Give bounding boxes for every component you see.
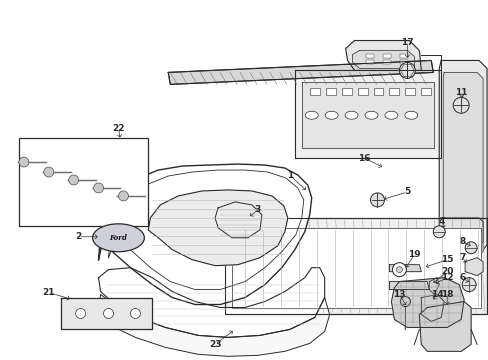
Text: 20: 20 (440, 267, 452, 276)
Bar (357, 88, 367, 95)
Bar (400, 60, 407, 64)
Bar (400, 54, 407, 58)
Bar (388, 88, 399, 95)
Ellipse shape (364, 111, 377, 119)
Bar (341, 88, 351, 95)
Polygon shape (232, 228, 480, 307)
Text: 7: 7 (458, 253, 465, 262)
Polygon shape (428, 278, 438, 294)
Bar (19, 138, 148, 226)
Text: 23: 23 (208, 340, 221, 349)
Polygon shape (301, 82, 433, 148)
Polygon shape (99, 294, 329, 356)
Bar (383, 60, 390, 64)
Polygon shape (294, 71, 440, 158)
Polygon shape (99, 164, 311, 305)
Text: 19: 19 (407, 250, 420, 259)
Ellipse shape (92, 224, 144, 252)
Circle shape (44, 167, 54, 177)
Polygon shape (352, 50, 413, 68)
Ellipse shape (404, 111, 417, 119)
Circle shape (19, 157, 29, 167)
Polygon shape (388, 282, 428, 289)
Polygon shape (148, 190, 287, 266)
Circle shape (392, 263, 406, 276)
Ellipse shape (325, 111, 337, 119)
Polygon shape (438, 218, 482, 258)
Bar (365, 60, 373, 64)
Polygon shape (61, 298, 152, 329)
Polygon shape (388, 265, 421, 272)
Polygon shape (224, 218, 486, 315)
Text: 17: 17 (400, 38, 413, 47)
Bar (309, 88, 319, 95)
Bar (373, 88, 383, 95)
Circle shape (370, 193, 384, 207)
Text: 1: 1 (286, 171, 292, 180)
Text: 14: 14 (430, 290, 443, 299)
Circle shape (76, 309, 85, 319)
Polygon shape (419, 302, 470, 351)
Text: 15: 15 (440, 255, 452, 264)
Circle shape (464, 242, 476, 254)
Text: 5: 5 (404, 188, 409, 197)
Polygon shape (464, 258, 482, 276)
Circle shape (68, 175, 79, 185)
Polygon shape (442, 72, 482, 250)
Polygon shape (421, 294, 443, 321)
Text: 8: 8 (458, 237, 464, 246)
Circle shape (452, 97, 468, 113)
Circle shape (130, 309, 140, 319)
Bar (365, 54, 373, 58)
Text: 16: 16 (358, 154, 370, 163)
Polygon shape (99, 268, 324, 337)
Ellipse shape (384, 111, 397, 119)
Text: 22: 22 (112, 124, 124, 133)
Bar (421, 88, 430, 95)
Circle shape (93, 183, 103, 193)
Polygon shape (390, 278, 463, 328)
Polygon shape (345, 41, 421, 71)
Polygon shape (438, 60, 486, 260)
Polygon shape (215, 202, 262, 238)
Circle shape (432, 226, 444, 238)
Text: 4: 4 (438, 217, 445, 226)
Text: 11: 11 (454, 88, 467, 97)
Text: 13: 13 (392, 290, 405, 299)
Text: Ford: Ford (109, 234, 127, 242)
Text: 2: 2 (75, 232, 81, 241)
Text: 21: 21 (42, 288, 55, 297)
Circle shape (103, 309, 113, 319)
Circle shape (400, 297, 409, 306)
Ellipse shape (345, 111, 357, 119)
Circle shape (399, 62, 414, 78)
Circle shape (396, 267, 402, 273)
Bar (325, 88, 335, 95)
Circle shape (118, 191, 128, 201)
Polygon shape (168, 60, 432, 84)
Bar (405, 88, 414, 95)
Text: 6: 6 (458, 273, 464, 282)
Text: 18: 18 (440, 290, 452, 299)
Circle shape (461, 278, 475, 292)
Text: 12: 12 (440, 273, 452, 282)
Bar (383, 54, 390, 58)
Ellipse shape (305, 111, 318, 119)
Text: 3: 3 (254, 206, 261, 215)
